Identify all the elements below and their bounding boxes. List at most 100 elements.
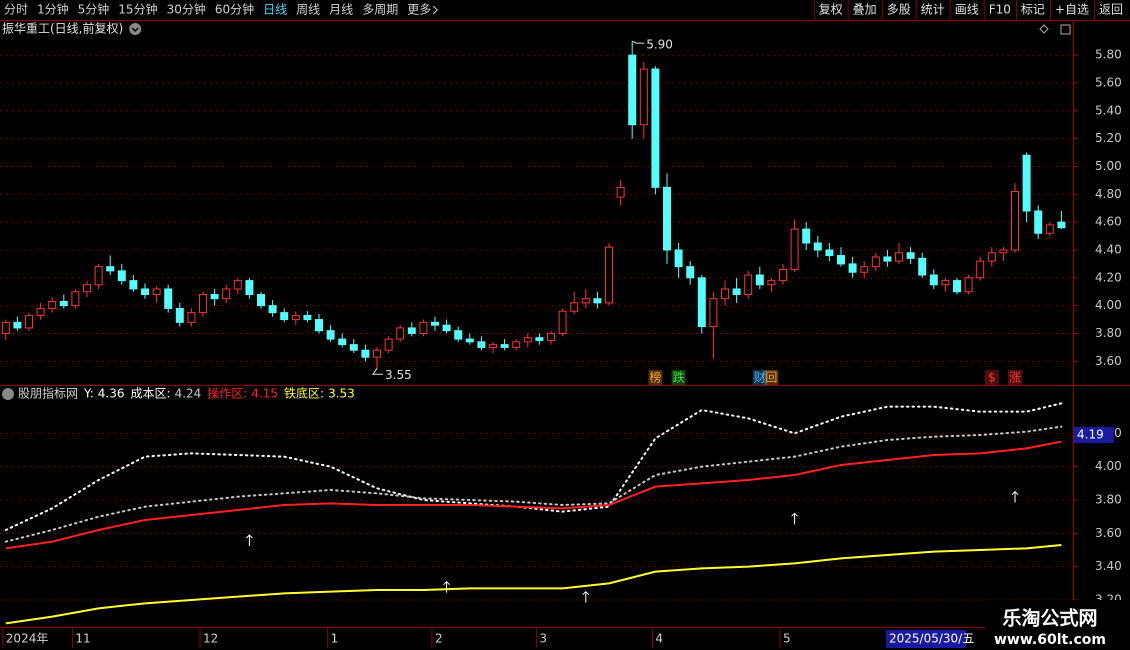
event-badge	[752, 370, 767, 385]
candle-body	[744, 274, 753, 296]
candle-body	[987, 252, 996, 262]
toolbar-button[interactable]: 叠加	[853, 3, 877, 17]
candle-body	[628, 54, 637, 126]
toolbar-button[interactable]: 统计	[921, 3, 945, 17]
toolbar-button[interactable]: 返回	[1099, 3, 1123, 17]
period-tab[interactable]: 多周期	[362, 3, 398, 17]
title-menu-icon[interactable]	[129, 23, 142, 35]
period-tab[interactable]: 1分钟	[37, 2, 69, 17]
candle-body	[1057, 221, 1066, 229]
extreme-label: 5.90	[646, 38, 673, 52]
toolbar-button[interactable]: 复权	[819, 3, 843, 17]
candle-body	[233, 280, 242, 290]
event-label: 跌	[673, 370, 685, 385]
period-tab[interactable]: 15分钟	[118, 2, 157, 17]
cursor-value: 4.19	[1077, 428, 1104, 442]
event-label: 回	[765, 371, 777, 385]
event-badge	[1008, 370, 1022, 385]
x-tick-label: 12	[203, 632, 218, 646]
candle-body	[210, 294, 219, 300]
icon-diamond[interactable]	[1039, 24, 1049, 34]
y-tick-label: 4.00	[1095, 298, 1122, 312]
candle-body	[164, 288, 173, 309]
event-label: 涨	[1009, 370, 1021, 385]
candle-body	[929, 274, 938, 286]
candle-body	[1045, 224, 1054, 234]
event-label: 榜	[649, 370, 661, 385]
candle-body	[268, 305, 277, 314]
toolbar-button[interactable]: 标记	[1021, 3, 1045, 17]
candle-body	[407, 327, 416, 334]
candle-body	[152, 288, 161, 296]
candle-body	[697, 277, 706, 328]
indicator-menu-icon[interactable]	[2, 388, 14, 400]
period-tab[interactable]: 日线	[263, 3, 287, 17]
buy-signal	[582, 590, 590, 603]
candle-body	[384, 338, 393, 351]
candle-body	[860, 266, 869, 273]
buy-signal	[246, 534, 253, 546]
candle-body	[257, 294, 265, 307]
cursor-date-box	[886, 630, 966, 648]
indicator-line	[4, 402, 1063, 531]
indicator-line	[5, 544, 1062, 625]
period-tab[interactable]: 月线	[329, 3, 353, 17]
period-tab[interactable]: 30分钟	[167, 2, 206, 17]
y-tick-label: 4.00	[1095, 459, 1122, 473]
period-tab[interactable]: 分时	[4, 3, 28, 17]
legend-name: 铁底区:	[284, 386, 324, 401]
legend-value: 3.53	[328, 387, 355, 401]
candle-body	[117, 270, 126, 282]
candle-body	[767, 280, 776, 286]
y-tick-label: 3.40	[1095, 559, 1122, 573]
candle-body	[547, 332, 555, 341]
candle-body	[570, 302, 579, 312]
period-tab[interactable]: 5分钟	[78, 2, 110, 17]
candle-body	[1034, 210, 1043, 234]
icon-window[interactable]	[1060, 24, 1071, 35]
toolbar-button[interactable]: F10	[989, 3, 1011, 17]
candle-body	[245, 280, 254, 296]
candle-body	[1022, 154, 1031, 212]
period-tab[interactable]: 60分钟	[215, 2, 254, 17]
candle-body	[442, 324, 451, 332]
toolbar-button[interactable]: +自选	[1055, 3, 1089, 17]
candle-body	[361, 349, 370, 358]
candle-body	[326, 330, 335, 340]
extreme-leader	[372, 368, 383, 375]
candle-body	[94, 266, 103, 286]
candle-body	[477, 341, 486, 348]
candle-body	[373, 349, 381, 358]
candle-body	[523, 337, 532, 343]
candle-body	[709, 298, 718, 328]
candle-body	[36, 307, 45, 316]
watermark-name: 乐淘公式网	[1002, 607, 1097, 630]
candle-body	[871, 256, 880, 268]
period-tab[interactable]: 更多	[407, 3, 431, 17]
candle-body	[25, 314, 33, 329]
candle-body	[755, 274, 764, 286]
toolbar-button[interactable]: 画线	[955, 3, 979, 17]
event-badge	[648, 370, 663, 385]
candle-body	[222, 288, 231, 300]
candle-body	[953, 280, 961, 293]
candle-body	[639, 68, 648, 126]
cursor-date: 2025/05/30/五	[889, 632, 974, 646]
period-tab[interactable]: 周线	[296, 3, 320, 17]
x-tick-label: 11	[75, 632, 90, 646]
candle-body	[593, 298, 602, 304]
candle-body	[964, 277, 973, 293]
x-tick-label: 2	[435, 632, 443, 646]
legend-value: 4.15	[251, 387, 278, 401]
indicator-title: 股朋指标网	[18, 386, 78, 401]
chart-title: 振华重工(日线,前复权)	[2, 21, 123, 36]
y-tick-label: 5.80	[1095, 48, 1122, 62]
buy-signal	[791, 512, 798, 525]
toolbar-button[interactable]: 多股	[887, 3, 911, 17]
candle-body	[686, 266, 695, 279]
candle-body	[419, 321, 428, 334]
candle-body	[779, 268, 787, 282]
candle-body	[303, 314, 312, 321]
